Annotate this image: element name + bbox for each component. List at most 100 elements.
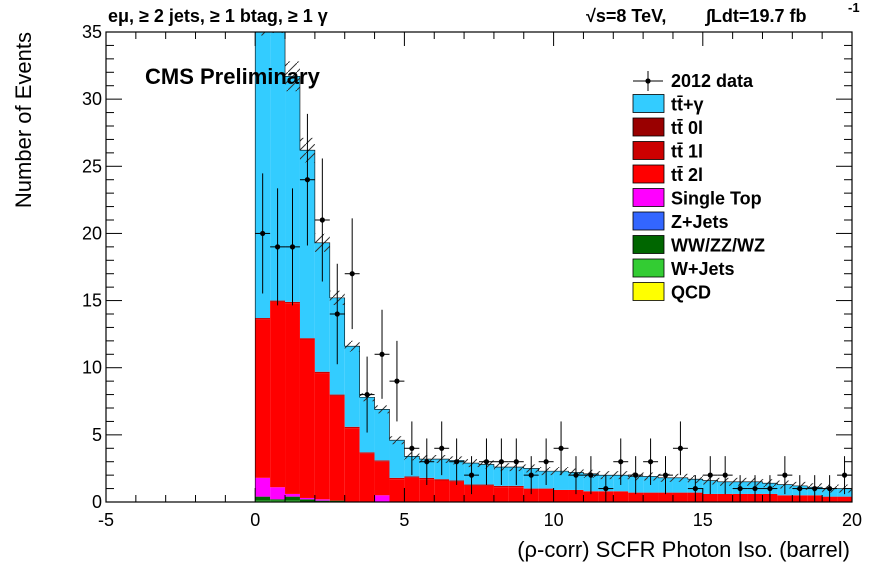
bar-segment [658, 492, 673, 502]
bar-segment [374, 460, 390, 462]
data-point-marker [603, 485, 609, 492]
data-point-marker [633, 472, 639, 478]
bar-segment [285, 493, 300, 497]
header-lumi-exponent: -1 [848, 0, 860, 15]
data-point-marker [513, 459, 519, 465]
data-point-marker [379, 351, 385, 357]
legend-swatch [632, 188, 665, 207]
bar-segment [344, 346, 360, 427]
legend-label: tt̄+γ [671, 95, 704, 115]
data-point [449, 438, 465, 485]
bar-segment [493, 487, 509, 502]
bar-segment [837, 496, 852, 502]
legend-label: tt̄ 2l [671, 165, 703, 185]
data-point-marker [722, 472, 728, 478]
data-point [628, 456, 644, 495]
data-point-marker [827, 485, 833, 492]
bar-segment [359, 453, 375, 502]
bar-segment [508, 485, 524, 488]
data-point [583, 456, 599, 495]
data-point [568, 456, 584, 495]
data-point-marker [588, 472, 594, 478]
legend-label: W+Jets [671, 259, 735, 279]
bar-segment [389, 479, 405, 502]
data-point [643, 438, 659, 485]
bar-segment [777, 495, 793, 502]
data-point [807, 475, 823, 502]
data-point [493, 438, 509, 485]
data-point [658, 456, 673, 495]
legend-label: tt̄ 0l [671, 118, 703, 138]
legend-item: tt̄+γ [632, 94, 704, 115]
bar-segment [314, 371, 330, 374]
bar-segment [553, 489, 569, 502]
data-point [538, 438, 554, 485]
plot-frame [105, 31, 853, 503]
legend-label: Single Top [671, 189, 762, 209]
data-point-marker [468, 472, 475, 478]
bar-segment [523, 488, 539, 502]
legend-swatch [632, 282, 665, 301]
data-point-marker [543, 459, 549, 465]
x-axis-ticks: -5 0 5 10 15 20 [98, 32, 862, 530]
legend-item: WW/ZZ/WZ [632, 235, 765, 256]
data-point-marker [394, 378, 400, 384]
data-point [419, 438, 435, 485]
bar-segment [493, 485, 509, 488]
stacked-bars [255, 32, 852, 502]
legend-swatch [632, 211, 665, 231]
x-tick-label: 10 [544, 510, 564, 530]
bar-segment [299, 339, 315, 498]
bar-segment [449, 481, 465, 502]
bar-segment [329, 500, 345, 502]
legend-label: tt̄ 1l [671, 142, 703, 162]
bar-segment [404, 476, 420, 478]
data-point [613, 438, 629, 485]
bar-segment [329, 395, 345, 501]
data-point [732, 475, 748, 502]
data-point-marker [498, 459, 504, 465]
bar-segment [672, 492, 688, 502]
bar-segment [508, 487, 524, 502]
data-point-marker [364, 391, 370, 398]
data-point [255, 173, 271, 294]
legend: 2012 data tt̄+γ tt̄ 0l tt̄ 1l tt̄ 2l Single T… [632, 71, 765, 303]
y-axis-title: Number of Events [11, 32, 36, 208]
data-point [464, 456, 479, 495]
bar-segment [270, 301, 286, 488]
bar-segment [255, 500, 271, 502]
bar-segment [329, 394, 345, 396]
legend-item: tt̄ 1l [632, 141, 703, 162]
x-tick-label: 5 [399, 510, 409, 530]
legend-label: 2012 data [671, 71, 754, 91]
x-tick-label: 0 [250, 510, 260, 530]
bar-segment [285, 500, 300, 502]
bar-segment [270, 500, 286, 502]
bar-segment [538, 488, 554, 502]
bar-segment [374, 461, 390, 496]
data-point-marker [677, 445, 684, 451]
legend-label: WW/ZZ/WZ [671, 236, 765, 256]
data-point [434, 421, 450, 476]
data-point-marker [260, 230, 266, 237]
header-left: eμ, ≥ 2 jets, ≥ 1 btag, ≥ 1 γ [108, 6, 328, 26]
bar-segment [389, 440, 405, 478]
x-tick-label: 20 [842, 510, 862, 530]
data-point [523, 456, 539, 495]
data-point [792, 475, 808, 502]
bar-segment [479, 484, 494, 486]
y-tick-label: 35 [82, 22, 102, 42]
y-tick-label: 25 [82, 156, 102, 176]
legend-item: 2012 data [633, 71, 754, 91]
y-tick-label: 20 [82, 223, 102, 243]
data-point [717, 456, 733, 495]
data-point-marker [334, 311, 340, 317]
legend-swatch [632, 117, 665, 137]
data-point [344, 218, 360, 330]
header-lumi: ∫Ldt=19.7 fb [705, 6, 806, 26]
data-point-marker [782, 472, 788, 478]
legend-swatch [632, 235, 665, 254]
data-point [404, 421, 420, 476]
bar-segment [553, 471, 569, 490]
